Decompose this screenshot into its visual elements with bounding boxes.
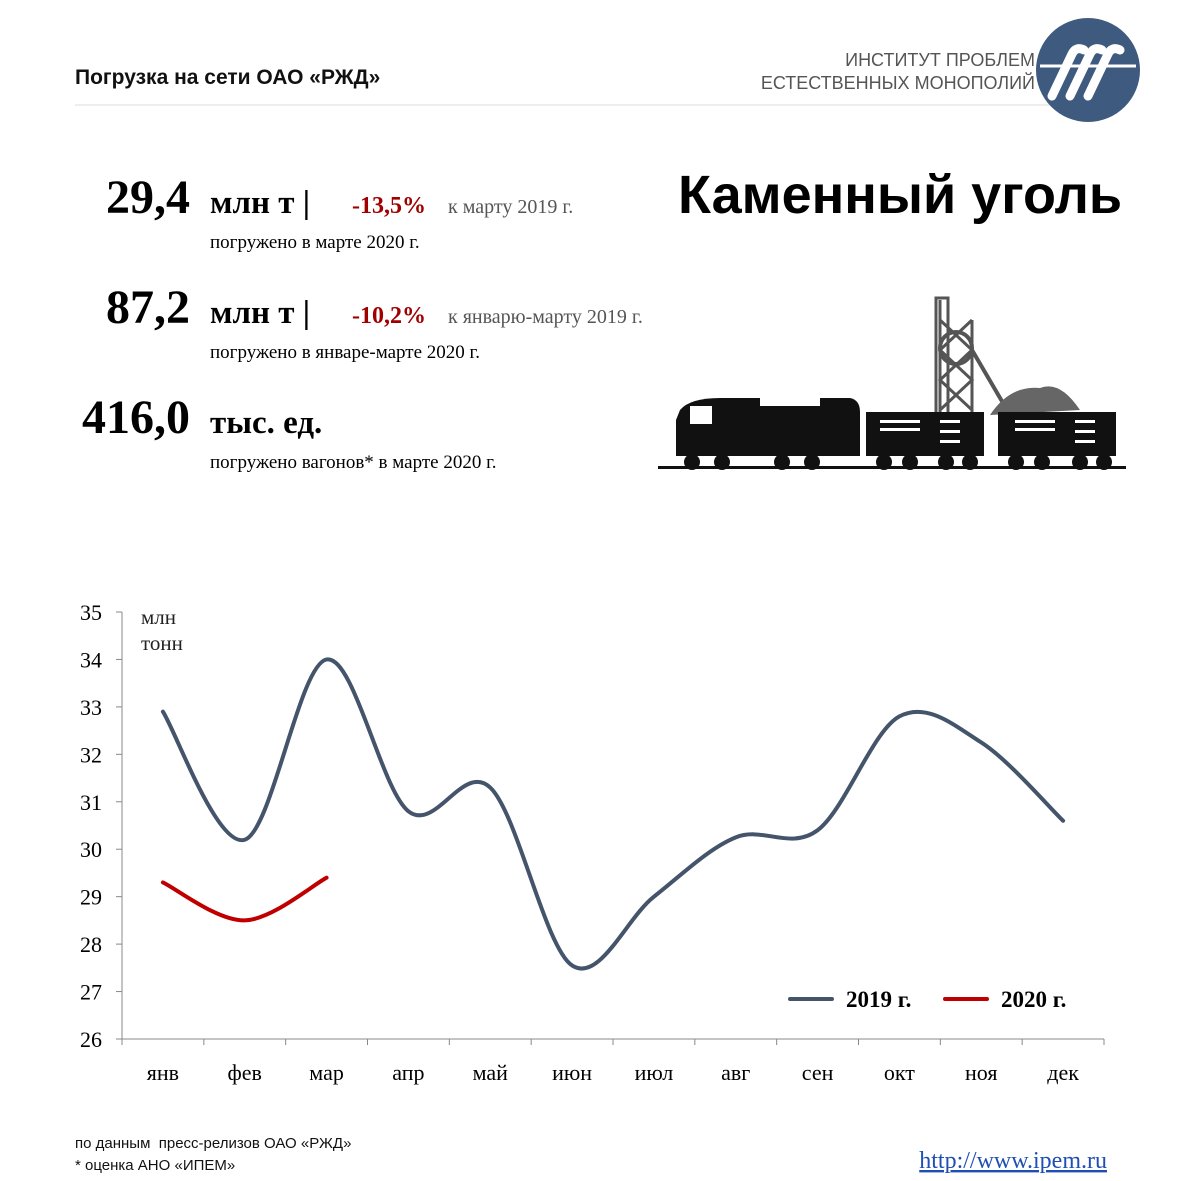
- y-tick-label: 35: [80, 600, 102, 625]
- stat-value: 29,4: [106, 171, 190, 224]
- y-tick-label: 27: [80, 980, 102, 1005]
- x-tick-label: июн: [552, 1060, 592, 1085]
- x-tick-label: июл: [635, 1060, 674, 1085]
- x-tick-label: авг: [721, 1060, 750, 1085]
- y-axis-label: млн тонн: [141, 605, 183, 655]
- x-tick-label: янв: [147, 1060, 179, 1085]
- y-tick-label: 29: [80, 885, 102, 910]
- stat-value: 87,2: [106, 281, 190, 334]
- x-tick-label: дек: [1047, 1060, 1079, 1085]
- stat-note: погружено вагонов* в марте 2020 г.: [210, 452, 496, 473]
- stat-change: -13,5%: [352, 193, 426, 219]
- stat-note: погружено в марте 2020 г.: [210, 232, 420, 253]
- x-tick-label: ноя: [965, 1060, 997, 1085]
- stat-note: погружено в январе-марте 2020 г.: [210, 342, 480, 363]
- line-series: [160, 657, 1066, 971]
- org-name: ИНСТИТУТ ПРОБЛЕМ: [845, 50, 1035, 70]
- website-link[interactable]: http://www.ipem.ru: [919, 1148, 1107, 1174]
- y-tick-label: 34: [80, 647, 102, 672]
- x-tick-label: мар: [309, 1060, 344, 1085]
- stat-unit: тыс. ед.: [210, 405, 322, 441]
- footnote: * оценка АНО «ИПЕМ»: [75, 1157, 235, 1174]
- stat-compare: к марту 2019 г.: [448, 196, 573, 218]
- y-tick-label: 33: [80, 695, 102, 720]
- stat-unit: млн т |: [210, 295, 310, 331]
- stat-change: -10,2%: [352, 303, 426, 329]
- logo: [1036, 18, 1140, 122]
- y-tick-label: 32: [80, 742, 102, 767]
- x-tick-label: сен: [802, 1060, 834, 1085]
- stat-value: 416,0: [82, 391, 190, 444]
- stat-compare: к январю-марту 2019 г.: [448, 306, 643, 328]
- x-tick-label: май: [473, 1060, 509, 1085]
- x-tick-label: апр: [392, 1060, 424, 1085]
- y-tick-label: 28: [80, 932, 102, 957]
- source: по данным пресс-релизов ОАО «РЖД»: [75, 1135, 351, 1152]
- x-tick-label: фев: [228, 1060, 262, 1085]
- legend-label: 2020 г.: [1001, 987, 1066, 1012]
- org-name: ЕСТЕСТВЕННЫХ МОНОПОЛИЙ: [761, 72, 1035, 93]
- stat-unit: млн т |: [210, 185, 310, 221]
- y-tick-label: 26: [80, 1027, 102, 1052]
- line-series: [160, 875, 329, 923]
- legend-label: 2019 г.: [846, 987, 911, 1012]
- x-tick-label: окт: [884, 1060, 915, 1085]
- y-tick-label: 30: [80, 837, 102, 862]
- heading: Каменный уголь: [678, 165, 1122, 225]
- page-title: Погрузка на сети ОАО «РЖД»: [75, 66, 380, 89]
- y-tick-label: 31: [80, 790, 102, 815]
- illustration: [658, 296, 1126, 470]
